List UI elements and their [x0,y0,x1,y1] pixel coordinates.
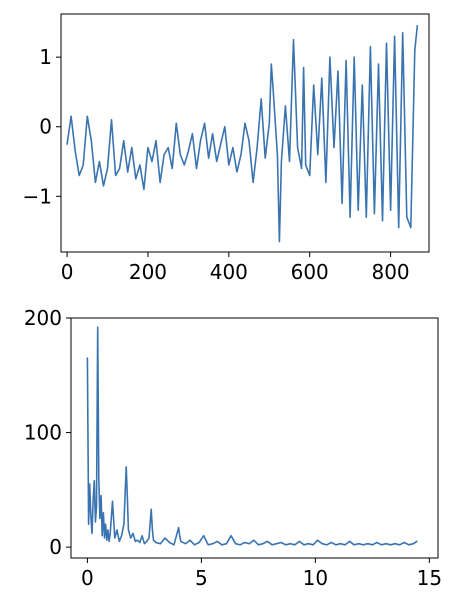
x-tick-label: 400 [210,260,248,284]
frequency-spectrum-series-line [86,326,418,546]
y-tick-label: 0 [49,535,62,559]
x-tick-label: 0 [61,260,74,284]
time-series-series-line [66,24,419,243]
x-tick-label: 200 [129,260,167,284]
x-tick-label: 5 [195,566,208,590]
chart-frequency-spectrum: 0 5 10 15 0 100 200 [24,306,442,590]
y-tick-label: −1 [23,184,52,208]
x-tick-label: 0 [81,566,94,590]
x-tick-label: 800 [371,260,409,284]
y-tick-label: 200 [24,306,62,330]
y-tick-label: 100 [24,421,62,445]
axes-frame [60,13,430,253]
chart-time-series: 0 200 400 600 800 −1 0 1 [23,13,430,284]
y-tick-label: 0 [39,115,52,139]
x-tick-label: 15 [417,566,442,590]
y-tick-label: 1 [39,45,52,69]
axes-frame [70,317,439,559]
x-tick-label: 10 [303,566,328,590]
x-tick-label: 600 [291,260,329,284]
